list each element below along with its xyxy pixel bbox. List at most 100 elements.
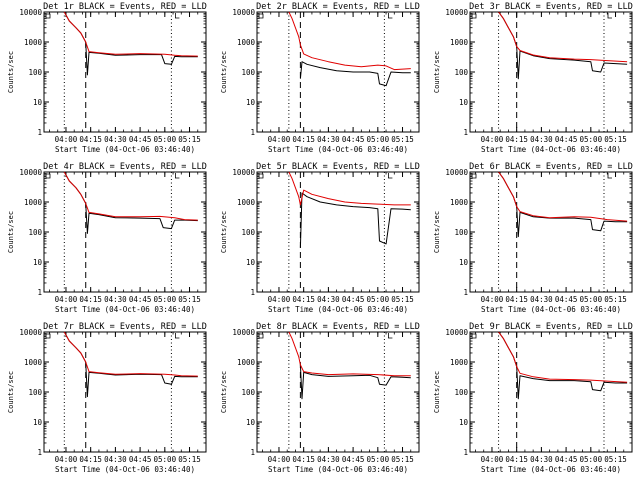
x-tick-label: 04:45 — [129, 135, 152, 144]
x-tick-label: 04:00 — [268, 135, 291, 144]
x-tick-label: 04:30 — [530, 135, 553, 144]
chart-title: Det 7r BLACK = Events, RED = LLD — [43, 322, 207, 332]
chart-title: Det 2r BLACK = Events, RED = LLD — [256, 2, 420, 12]
series-line-lld — [498, 171, 628, 222]
x-tick-label: 04:30 — [530, 455, 553, 464]
plot-frame — [256, 331, 420, 453]
chart-panel-5: Det 5r BLACK = Events, RED = LLD 1 10 100 10… — [220, 162, 420, 314]
x-tick-label: 04:15 — [79, 135, 102, 144]
x-tick-label: 04:15 — [292, 295, 315, 304]
y-tick-label: 10 — [33, 418, 43, 427]
corner-box-icon — [471, 173, 477, 179]
y-tick-label: 1 — [37, 128, 42, 137]
chart-title: Det 3r BLACK = Events, RED = LLD — [469, 2, 633, 12]
corner-box-icon — [258, 13, 264, 19]
series-line-events — [299, 364, 411, 400]
y-tick-label: 1 — [250, 288, 255, 297]
x-tick-label: 04:15 — [79, 295, 102, 304]
plot-frame — [469, 331, 633, 453]
x-tick-label: 04:45 — [129, 295, 152, 304]
x-tick-label: 04:45 — [129, 455, 152, 464]
corner-bracket-icon — [175, 13, 180, 19]
x-tick-label: 04:00 — [481, 135, 504, 144]
x-tick-label: 05:15 — [391, 455, 414, 464]
x-axis-label: Start Time (04-Oct-06 03:46:40) — [55, 305, 195, 314]
y-tick-label: 100 — [28, 68, 42, 77]
corner-box-icon — [471, 13, 477, 19]
corner-box-icon — [45, 173, 51, 179]
x-tick-label: 05:00 — [154, 455, 177, 464]
x-tick-label: 05:00 — [367, 295, 390, 304]
corner-bracket-icon — [607, 333, 612, 339]
x-axis-label: Start Time (04-Oct-06 03:46:40) — [55, 145, 195, 154]
x-tick-label: 04:45 — [555, 295, 578, 304]
x-tick-label: 05:00 — [154, 295, 177, 304]
y-tick-label: 1000 — [24, 38, 43, 47]
x-tick-label: 05:15 — [391, 295, 414, 304]
y-tick-label: 1000 — [237, 358, 256, 367]
x-tick-label: 04:00 — [55, 295, 78, 304]
x-axis-label: Start Time (04-Oct-06 03:46:40) — [268, 465, 408, 474]
y-axis-label: Counts/sec — [7, 211, 15, 253]
series-line-lld — [498, 331, 628, 383]
series-line-lld — [63, 171, 198, 221]
series-line-events — [63, 11, 198, 76]
x-tick-label: 05:00 — [154, 135, 177, 144]
corner-bracket-icon — [607, 173, 612, 179]
y-axis-label: Counts/sec — [433, 51, 441, 93]
chart-title: Det 6r BLACK = Events, RED = LLD — [469, 162, 633, 172]
y-axis-label: Counts/sec — [7, 371, 15, 413]
chart-panel-4: Det 4r BLACK = Events, RED = LLD 1 10 100 10… — [7, 162, 207, 314]
x-tick-label: 05:00 — [367, 135, 390, 144]
series-line-lld — [288, 171, 411, 206]
y-tick-label: 1000 — [237, 38, 256, 47]
x-tick-label: 05:15 — [178, 295, 201, 304]
series-line-events — [63, 171, 198, 234]
x-tick-label: 04:45 — [342, 135, 365, 144]
x-tick-label: 04:00 — [481, 455, 504, 464]
y-tick-label: 10000 — [445, 168, 468, 177]
y-tick-label: 1 — [463, 288, 468, 297]
x-tick-label: 05:00 — [580, 455, 603, 464]
x-tick-label: 04:30 — [530, 295, 553, 304]
x-tick-label: 04:15 — [292, 135, 315, 144]
series-line-events — [299, 61, 411, 87]
x-axis-label: Start Time (04-Oct-06 03:46:40) — [268, 145, 408, 154]
chart-title: Det 9r BLACK = Events, RED = LLD — [469, 322, 633, 332]
chart-panel-1: Det 1r BLACK = Events, RED = LLD 1 10 100 10… — [7, 2, 207, 154]
x-tick-label: 05:15 — [178, 455, 201, 464]
series-line-events — [498, 171, 628, 238]
y-axis-label: Counts/sec — [433, 211, 441, 253]
y-tick-label: 10 — [459, 98, 469, 107]
x-axis-label: Start Time (04-Oct-06 03:46:40) — [268, 305, 408, 314]
y-tick-label: 1 — [37, 288, 42, 297]
series-line-lld — [63, 331, 198, 377]
x-tick-label: 04:45 — [555, 455, 578, 464]
plot-frame — [43, 11, 207, 133]
y-tick-label: 10 — [246, 98, 256, 107]
series-line-events — [63, 331, 198, 398]
y-tick-label: 10000 — [19, 168, 42, 177]
x-tick-label: 04:30 — [104, 295, 127, 304]
x-tick-label: 04:00 — [55, 135, 78, 144]
x-tick-label: 04:15 — [505, 455, 528, 464]
y-tick-label: 100 — [241, 68, 255, 77]
plot-frame — [256, 171, 420, 293]
corner-bracket-icon — [388, 333, 393, 339]
chart-panel-7: Det 7r BLACK = Events, RED = LLD 1 10 100 10… — [7, 322, 207, 474]
x-tick-label: 05:00 — [580, 295, 603, 304]
chart-panel-8: Det 8r BLACK = Events, RED = LLD 1 10 100 10… — [220, 322, 420, 474]
y-axis-label: Counts/sec — [7, 51, 15, 93]
y-tick-label: 1000 — [237, 198, 256, 207]
corner-box-icon — [471, 333, 477, 339]
x-tick-label: 05:15 — [178, 135, 201, 144]
x-tick-label: 04:15 — [505, 135, 528, 144]
chart-title: Det 4r BLACK = Events, RED = LLD — [43, 162, 207, 172]
y-tick-label: 10 — [33, 98, 43, 107]
y-tick-label: 10 — [33, 258, 43, 267]
plot-frame — [469, 11, 633, 133]
series-line-events — [299, 192, 411, 248]
x-tick-label: 04:45 — [342, 295, 365, 304]
corner-bracket-icon — [388, 13, 393, 19]
